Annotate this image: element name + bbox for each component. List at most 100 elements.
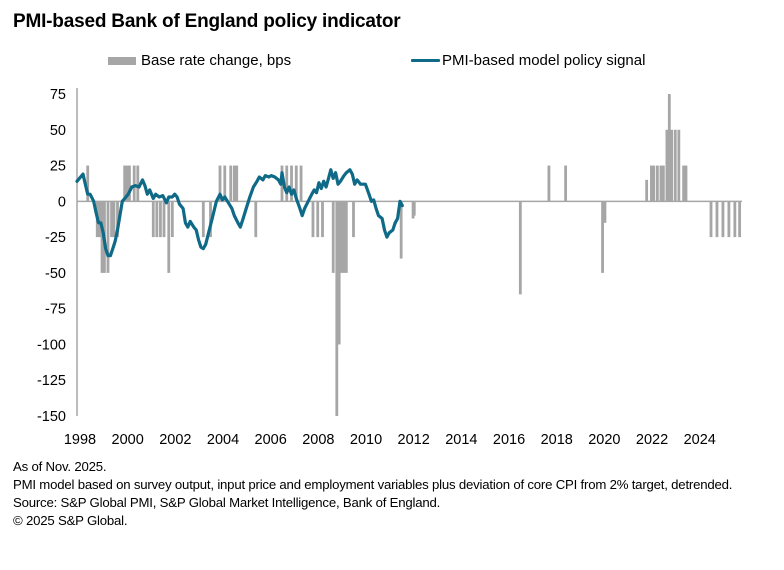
base-rate-bar — [412, 201, 416, 216]
base-rate-bar — [106, 201, 110, 273]
base-rate-bar — [709, 201, 713, 238]
base-rate-bar — [136, 165, 140, 202]
x-tick-label: 2010 — [350, 432, 382, 448]
y-tick-label: -100 — [37, 337, 66, 353]
x-tick-label: 2000 — [112, 432, 144, 448]
base-rate-bar — [285, 165, 289, 202]
legend-label-policy-signal: PMI-based model policy signal — [442, 52, 646, 69]
x-tick-label: 1998 — [64, 432, 96, 448]
base-rate-bar — [399, 201, 403, 259]
y-tick-label: -25 — [45, 230, 66, 246]
base-rate-bar — [601, 201, 604, 273]
base-rate-bar — [290, 165, 293, 202]
x-tick-label: 2006 — [255, 432, 287, 448]
footnote-source: Source: S&P Global PMI, S&P Global Marke… — [13, 495, 441, 510]
base-rate-bar — [342, 201, 346, 273]
base-rate-bar — [128, 165, 131, 202]
base-rate-bar — [155, 201, 159, 238]
base-rate-bar — [738, 201, 742, 238]
base-rate-bar — [331, 201, 335, 273]
base-rate-bar — [547, 165, 551, 202]
y-tick-label: -50 — [45, 266, 66, 282]
y-tick-label: 0 — [58, 194, 66, 210]
base-rate-bar — [229, 165, 233, 202]
base-rate-bar — [170, 201, 174, 238]
base-rate-bar — [684, 165, 688, 202]
base-rate-bar — [235, 165, 239, 202]
base-rate-bar — [100, 201, 104, 273]
base-rate-bar — [659, 165, 663, 202]
base-rate-bar — [667, 94, 671, 202]
x-tick-label: 2004 — [207, 432, 239, 448]
footnote-copyright: © 2025 S&P Global. — [13, 513, 128, 528]
chart-plot: 75 50 25 0 -25 -50 -75 -100 -125 -150 1998 2000 200… — [37, 87, 742, 448]
legend-label-base-rate: Base rate change, bps — [141, 52, 292, 69]
base-rate-bar — [661, 165, 665, 202]
base-rate-bar — [733, 201, 737, 238]
x-axis-tick-labels: 1998 2000 2002 2004 2006 2008 2010 2012 2014 2016… — [64, 432, 716, 448]
base-rate-bar — [311, 201, 315, 238]
base-rate-bar — [655, 165, 659, 202]
legend-swatch-line — [411, 59, 440, 62]
base-rate-bar — [159, 201, 162, 238]
base-rate-bar — [254, 201, 258, 238]
base-rate-bar — [670, 129, 674, 202]
y-axis-tick-labels: 75 50 25 0 -25 -50 -75 -100 -125 -150 — [37, 87, 66, 425]
base-rate-bar — [652, 165, 656, 202]
base-rate-bar — [116, 201, 119, 238]
base-rate-bar — [727, 201, 731, 238]
base-rate-bar — [352, 201, 355, 238]
legend-swatch-bar — [108, 56, 136, 65]
x-tick-label: 2018 — [541, 432, 573, 448]
x-tick-label: 2014 — [445, 432, 477, 448]
base-rate-bar — [677, 129, 681, 202]
y-tick-label: -125 — [37, 373, 66, 389]
base-rate-bar — [299, 165, 303, 202]
bar-series — [86, 94, 742, 416]
x-tick-label: 2016 — [493, 432, 525, 448]
chart-title: PMI-based Bank of England policy indicat… — [13, 11, 401, 32]
y-tick-label: 75 — [50, 87, 66, 103]
base-rate-bar — [162, 201, 166, 238]
legend-item-policy-signal: PMI-based model policy signal — [411, 52, 645, 69]
base-rate-bar — [603, 201, 607, 223]
base-rate-bar — [167, 201, 171, 273]
y-tick-label: 25 — [50, 159, 66, 175]
base-rate-bar — [337, 201, 341, 345]
base-rate-bar — [682, 165, 686, 202]
y-tick-label: 50 — [50, 123, 66, 139]
base-rate-bar — [335, 201, 339, 416]
base-rate-bar — [715, 201, 719, 238]
base-rate-bar — [650, 165, 653, 202]
base-rate-bar — [112, 201, 116, 238]
base-rate-bar — [673, 129, 677, 202]
base-rate-bar — [518, 201, 522, 295]
y-tick-label: -150 — [37, 409, 66, 425]
x-tick-label: 2020 — [588, 432, 620, 448]
base-rate-bar — [132, 165, 136, 202]
legend-item-base-rate: Base rate change, bps — [108, 52, 291, 69]
x-tick-label: 2024 — [684, 432, 716, 448]
base-rate-bar — [665, 129, 669, 202]
base-rate-bar — [564, 165, 568, 202]
footnote-method: PMI model based on survey output, input … — [13, 477, 733, 492]
y-tick-label: -75 — [45, 302, 66, 318]
chart-footnotes: As of Nov. 2025. PMI model based on surv… — [13, 459, 773, 531]
base-rate-bar — [223, 165, 227, 202]
base-rate-bar — [645, 179, 649, 202]
footnote-as-of: As of Nov. 2025. — [13, 459, 107, 474]
base-rate-bar — [123, 165, 127, 202]
base-rate-bar — [125, 165, 129, 202]
base-rate-bar — [201, 201, 205, 238]
base-rate-bar — [294, 165, 298, 202]
x-tick-label: 2022 — [636, 432, 668, 448]
base-rate-bar — [316, 201, 320, 238]
base-rate-bar — [321, 201, 324, 238]
base-rate-bar — [110, 201, 113, 238]
base-rate-bar — [86, 165, 90, 202]
base-rate-bar — [151, 201, 155, 238]
x-tick-label: 2008 — [302, 432, 334, 448]
base-rate-bar — [340, 201, 343, 273]
x-tick-label: 2002 — [159, 432, 191, 448]
x-tick-label: 2012 — [398, 432, 430, 448]
